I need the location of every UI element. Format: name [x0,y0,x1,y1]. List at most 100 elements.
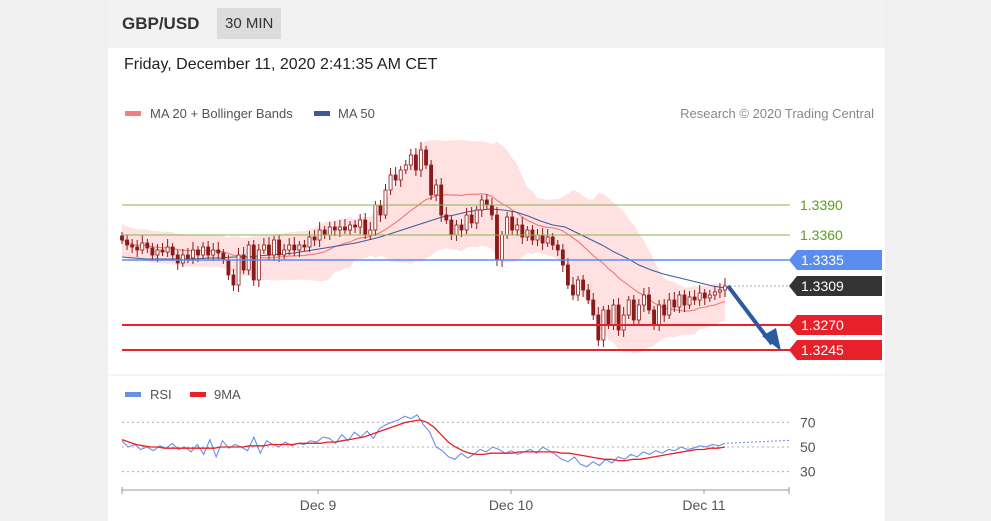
candle-body [170,246,175,256]
candle [672,292,677,312]
candle [419,142,423,177]
candle-body [191,249,195,259]
candle [413,148,418,176]
candle-body [682,294,687,306]
candle-body [337,226,342,231]
candle-body [322,229,327,236]
candle-body [393,174,398,181]
candle [647,287,651,314]
candle-body [287,244,292,251]
candle-body [520,224,525,238]
level-label-support: 1.3245 [789,340,882,360]
candle-body [647,294,651,311]
candle-body [236,254,241,286]
candle [576,276,580,301]
candle-body [312,236,317,241]
candle-body [216,249,221,254]
candle-body [292,244,297,251]
candle-body [596,314,601,341]
candle [601,306,606,347]
candle [297,241,302,257]
candle-body [307,236,312,248]
candle-body [150,247,155,256]
rsi-legend-swatch [125,392,141,397]
candle-body [591,299,596,316]
candle-body [145,242,150,249]
x-tick-label: Dec 10 [489,497,534,513]
candle-body [175,254,180,264]
candle-body [616,304,621,331]
rsi-plot: 70 50 30 [121,414,816,480]
candle [474,206,479,229]
rsi-legend-label: RSI [150,387,172,402]
candle-body [540,234,545,244]
candle [211,243,216,261]
candle [555,240,560,256]
ma50-legend-label: MA 50 [338,106,375,121]
candle-body [515,224,520,231]
candle [596,307,601,346]
candle-body [545,236,550,244]
candle-body [251,244,256,281]
candle [170,243,175,261]
candle [160,243,165,256]
level-label-pivot: 1.3335 [789,250,882,270]
candle [231,269,236,291]
candle-body [560,249,565,266]
candle [206,241,211,260]
ma50-legend-swatch [314,111,330,116]
candle-body [439,184,444,216]
ma20-legend-swatch [125,111,141,116]
candle [398,166,403,187]
candle-body [454,224,459,236]
candle-body [388,174,393,191]
candle-body [241,254,246,271]
candle-body [555,244,560,251]
candle [150,243,155,261]
candle [282,244,287,259]
level-tag [789,315,882,335]
candle [682,290,687,312]
candle [565,258,570,289]
copyright: Research © 2020 Trading Central [680,106,874,121]
candle [145,239,150,253]
candle [667,293,672,319]
candle [236,248,241,292]
candle-body [185,254,190,259]
level-label-current: 1.3309 [789,276,882,296]
candle [571,277,575,300]
candle [272,236,276,261]
candle [343,219,347,234]
candle-body [343,226,347,231]
candle-body [662,304,667,316]
candle-body [571,284,575,296]
forecast-arrow-head [762,328,781,351]
candle [408,149,413,170]
candle-body [505,216,510,236]
candle [302,240,307,251]
candle [702,289,707,305]
candle-body [226,259,231,276]
rsi-tick-label: 50 [800,439,816,455]
interval-button[interactable]: 30 MIN [217,8,282,39]
candle [560,244,565,272]
candle [515,218,520,236]
candle-body [474,209,479,224]
level-tag [789,276,882,296]
candle-body [327,226,332,236]
candle [393,167,398,186]
level-label-resistance: 1.3360 [800,227,843,243]
candle [429,160,434,200]
candle [591,293,596,320]
candle-body [272,239,276,256]
price-levels: 1.3390 1.3360 1.3335 1.3309 1.3270 1.3245 [122,197,882,360]
candle [444,207,449,224]
candle [358,214,363,234]
rsi-tick-label: 70 [800,414,816,430]
candle-body [576,279,580,296]
rsi-projection [726,439,791,444]
level-tag [789,340,882,360]
timestamp: Friday, December 11, 2020 2:41:35 AM CET [124,56,438,73]
candle [677,291,682,313]
candle-body [267,244,271,256]
